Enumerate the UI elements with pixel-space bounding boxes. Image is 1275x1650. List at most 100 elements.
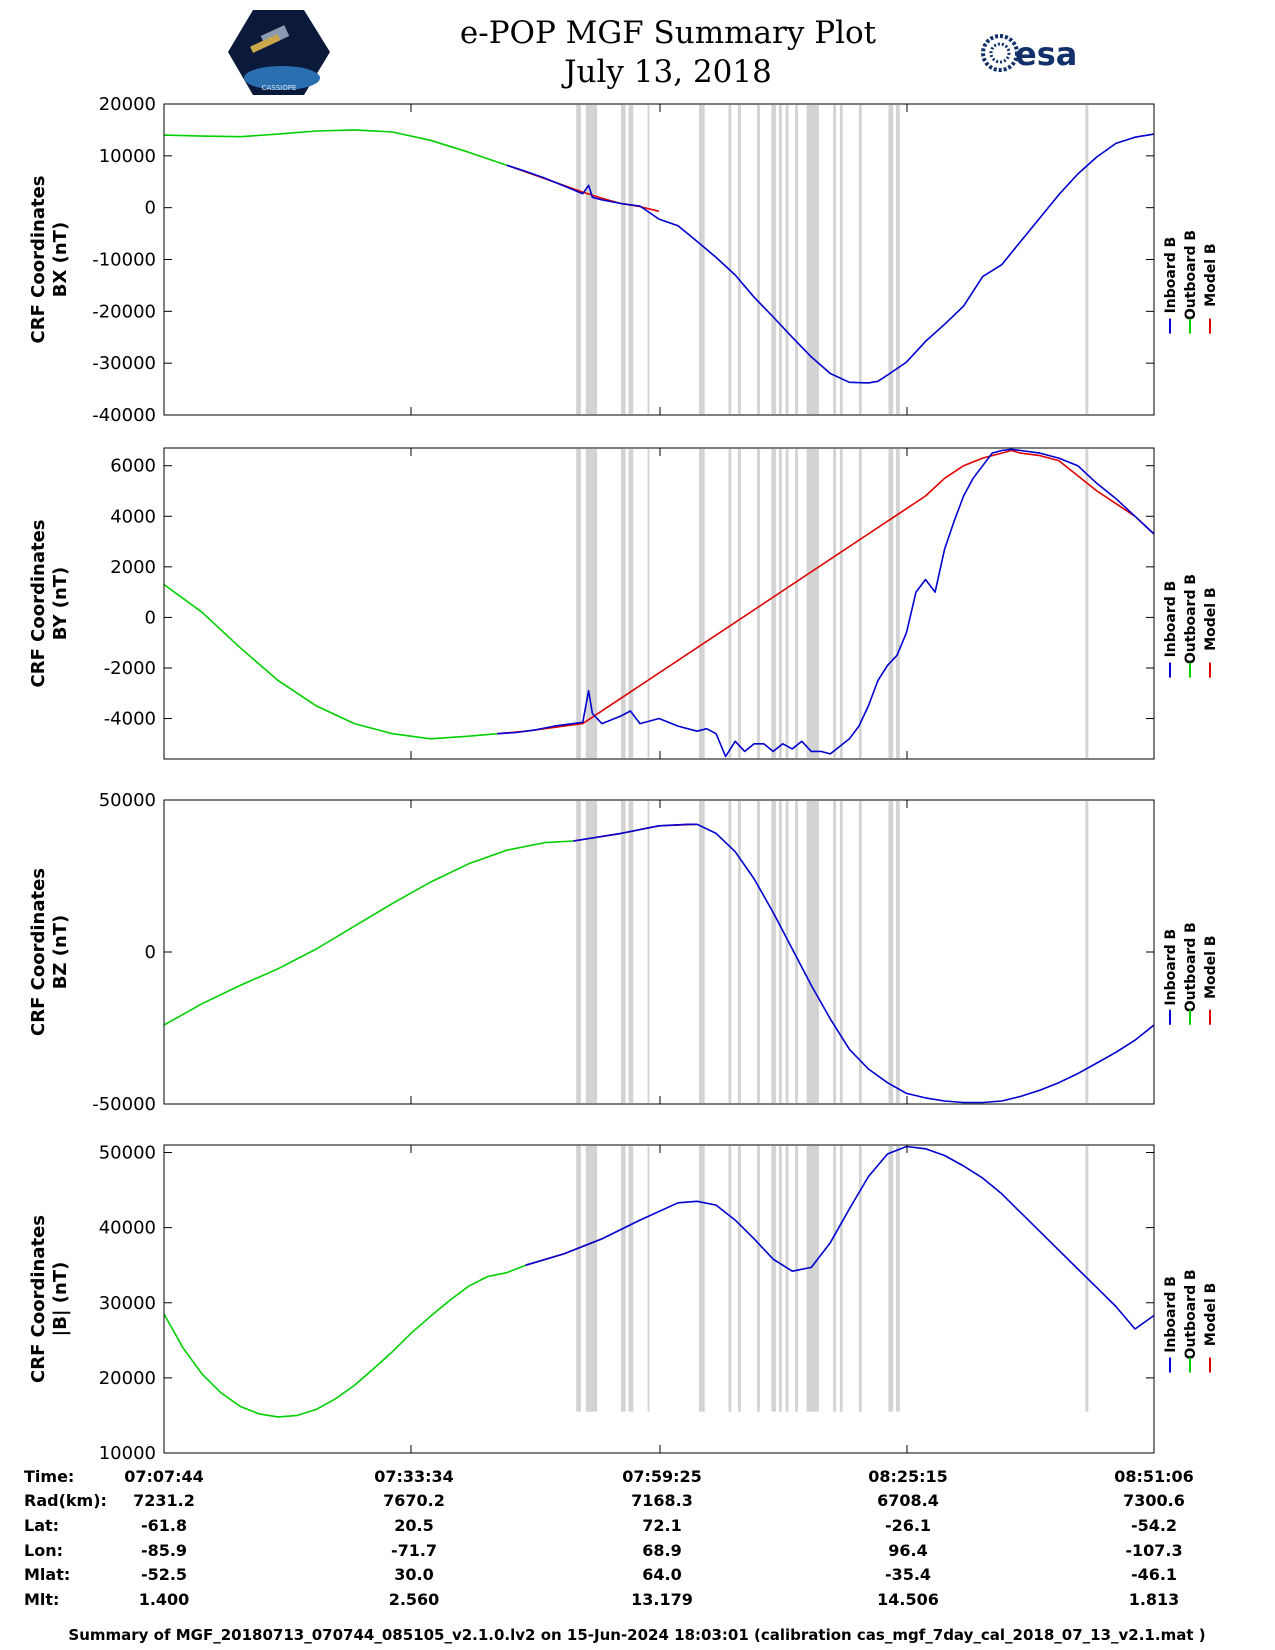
y-axis-label: BZ (nT) [50,915,71,990]
data-gap-band [896,801,900,1103]
data-gap-band [806,105,819,414]
y-tick-label: 30000 [99,1293,156,1314]
annotation-cell: 07:07:44 [124,1467,204,1486]
data-gap-band [647,449,650,758]
data-gap-band [738,105,741,414]
data-gap-band [628,801,634,1103]
esa-logo: esa [981,34,1077,73]
annotation-cell: 13.179 [631,1590,693,1609]
annotation-column-5: 08:51:06 7300.6 -54.2 -107.3 -46.1 1.813 [1114,1467,1194,1609]
annotation-cell: 7231.2 [133,1491,195,1510]
legend-label: Model B [1203,587,1219,650]
y-tick-label: 0 [145,942,156,963]
row-labels: Time: Rad(km): Lat: Lon: Mlat: Mlt: [24,1467,107,1609]
annotation-column-4: 08:25:15 6708.4 -26.1 96.4 -35.4 14.506 [868,1467,948,1609]
data-gap-band [771,449,777,758]
y-tick-label: 10000 [99,146,156,167]
data-gap-band [888,1146,894,1412]
data-gap-band [1085,105,1089,414]
y-axis-label: CRF Coordinates [28,868,49,1036]
annotation-cell: 64.0 [642,1565,681,1584]
data-gap-band [839,105,843,414]
data-gap-band [576,801,581,1103]
inboard-bline [497,448,1155,758]
plot-frame [163,447,1155,760]
y-tick-label: 0 [145,198,156,219]
annotation-cell: 08:25:15 [868,1467,948,1486]
outboard-bline [163,840,574,1026]
annotation-cell: 96.4 [888,1541,927,1560]
data-gap-band [757,801,760,1103]
data-gap-band [795,105,798,414]
cassiope-satellite-logo: CASSIOPE [228,10,330,95]
annotation-cell: -35.4 [885,1565,931,1584]
annotation-cell: 1.813 [1129,1590,1180,1609]
y-axis-label: CRF Coordinates [28,176,49,344]
data-gap-band [585,449,598,758]
data-gap-band [738,1146,741,1412]
legend-label: Outboard B [1183,922,1199,1012]
annotation-cell: 1.400 [139,1590,190,1609]
data-gap-band [576,105,581,414]
annotation-cell: 14.506 [877,1590,939,1609]
data-gap-band [698,449,705,758]
legend-label: Model B [1203,1283,1219,1346]
data-gap-band [778,449,782,758]
data-gap-band [628,449,634,758]
data-gap-band [771,105,777,414]
plot-frame [163,1144,1155,1454]
annotation-cell: 20.5 [394,1516,433,1535]
annotation-column-3: 07:59:25 7168.3 72.1 68.9 64.0 13.179 [622,1467,702,1609]
row-label-lon: Lon: [24,1541,63,1560]
data-gap-band [888,801,894,1103]
data-gap-band [806,449,819,758]
data-gap-band [785,1146,789,1412]
y-tick-label: 10000 [99,1443,156,1464]
data-gap-band [858,1146,862,1412]
data-gap-band [576,1146,581,1412]
row-label-rad: Rad(km): [24,1491,107,1510]
inboard-bline [525,1145,1155,1330]
annotation-cell: -52.5 [141,1565,187,1584]
y-tick-label: 50000 [99,790,156,811]
data-gap-band [833,801,837,1103]
y-axis-label: CRF Coordinates [28,520,49,688]
by-panel: 6000 4000 2000 0 -2000 -4000 CRF Coordinates BY… [28,447,1219,760]
orbit-annotation-table: Time: Rad(km): Lat: Lon: Mlat: Mlt: 07:0… [24,1467,1194,1609]
data-gap-band [576,449,581,758]
data-gap-band [698,105,705,414]
data-gap-band [833,1146,837,1412]
data-gap-band [757,105,760,414]
legend-label: Outboard B [1183,574,1199,664]
row-label-lat: Lat: [24,1516,59,1535]
esa-logo-text: esa [1015,35,1077,73]
y-axis-label: BY (nT) [50,567,71,641]
inboard-bline [573,823,1155,1104]
data-gap-band [771,1146,777,1412]
y-tick-label: 50000 [99,1143,156,1164]
data-gap-band [858,449,862,758]
outboard-bline [163,129,507,166]
annotation-cell: 08:51:06 [1114,1467,1194,1486]
legend-label: Inboard B [1163,237,1179,314]
legend-label: Outboard B [1183,230,1199,320]
page-title: e-POP MGF Summary Plot [460,15,877,51]
annotation-cell: 30.0 [394,1565,433,1584]
data-gap-band [728,105,732,414]
data-gap-band [785,801,789,1103]
annotation-cell: -61.8 [141,1516,187,1535]
data-gap-band [778,105,782,414]
y-tick-label: 4000 [110,506,156,527]
inboard-bline [506,133,1155,384]
y-tick-label: -2000 [104,658,156,679]
data-gap-band [806,801,819,1103]
data-gap-band [858,801,862,1103]
data-gap-band [778,1146,782,1412]
data-gap-band [888,105,894,414]
legend-label: Inboard B [1163,581,1179,658]
data-gap-band [698,1146,705,1412]
y-tick-label: 20000 [99,1368,156,1389]
annotation-column-1: 07:07:44 7231.2 -61.8 -85.9 -52.5 1.400 [124,1467,204,1609]
data-gap-band [771,801,777,1103]
data-gap-band [785,449,789,758]
